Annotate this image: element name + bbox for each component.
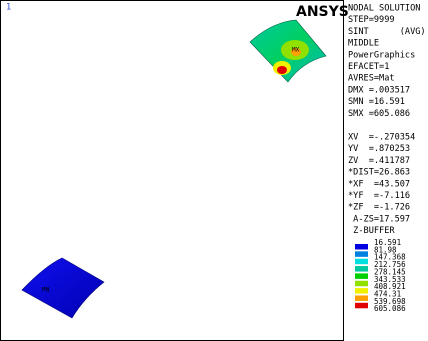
legend-swatch bbox=[355, 258, 368, 265]
view-line: *XF =43.507 bbox=[348, 179, 410, 189]
legend-label: 147.368 bbox=[374, 253, 406, 262]
model-label: MX bbox=[292, 47, 300, 54]
info-line: MIDDLE bbox=[348, 39, 379, 49]
ansys-logo: ANSYS bbox=[296, 4, 349, 20]
info-line: PowerGraphics bbox=[348, 50, 415, 60]
legend-swatch bbox=[355, 251, 368, 257]
legend-label: 16.591 bbox=[374, 238, 401, 247]
legend-label: 605.086 bbox=[374, 304, 406, 313]
contour bbox=[291, 48, 301, 56]
info-line: SINT (AVG) bbox=[348, 27, 426, 37]
legend-swatch bbox=[355, 266, 368, 272]
info-line: NODAL SOLUTION bbox=[348, 4, 420, 14]
info-line: DMX =.003517 bbox=[348, 85, 410, 95]
legend-label: 212.756 bbox=[374, 260, 406, 269]
legend-swatch bbox=[355, 280, 368, 287]
legend-label: 278.145 bbox=[374, 267, 406, 276]
legend-label: 408.921 bbox=[374, 282, 406, 291]
view-line: *YF =-7.116 bbox=[348, 191, 410, 201]
legend-swatch bbox=[355, 295, 368, 301]
window-number: 1 bbox=[6, 3, 11, 13]
view-line: XV =-.270354 bbox=[348, 133, 415, 143]
model-panel bbox=[21, 257, 105, 319]
model-label: MN bbox=[42, 287, 50, 294]
info-line: SMN =16.591 bbox=[348, 97, 405, 107]
legend-label: 343.533 bbox=[374, 275, 406, 284]
contour bbox=[277, 66, 287, 74]
view-line: A-ZS=17.597 bbox=[348, 214, 410, 224]
info-line: AVRES=Mat bbox=[348, 74, 395, 84]
view-line: ZV =.411787 bbox=[348, 156, 410, 166]
info-line: EFACET=1 bbox=[348, 62, 389, 72]
info-line: STEP=9999 bbox=[348, 15, 395, 25]
legend-swatch bbox=[355, 273, 368, 279]
view-line: *ZF =-1.726 bbox=[348, 203, 410, 213]
legend-swatch bbox=[355, 288, 368, 294]
view-line: YV =.870253 bbox=[348, 144, 410, 154]
view-line: *DIST=26.863 bbox=[348, 168, 410, 178]
legend-label: 474.31 bbox=[374, 289, 401, 298]
view-line: Z-BUFFER bbox=[348, 226, 395, 236]
legend-swatch bbox=[355, 302, 368, 309]
legend-swatch bbox=[355, 244, 368, 250]
info-line: SMX =605.086 bbox=[348, 109, 410, 119]
legend-label: 539.698 bbox=[374, 297, 406, 306]
legend-label: 81.98 bbox=[374, 245, 397, 254]
